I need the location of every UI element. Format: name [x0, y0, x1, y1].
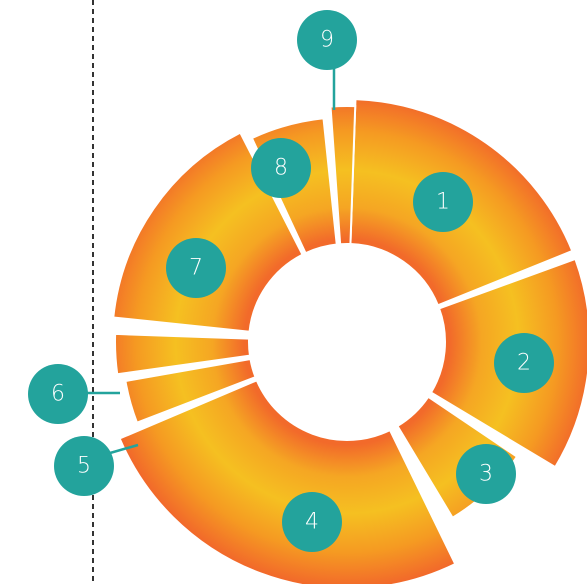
segment-badge-7: 7 [166, 238, 226, 298]
donut-segment-6 [114, 332, 252, 376]
badge-circle-6 [28, 364, 88, 424]
segment-badge-9: 9 [297, 10, 357, 70]
segment-badge-5: 5 [54, 436, 114, 496]
badge-circle-1 [413, 172, 473, 232]
badge-circle-3 [456, 444, 516, 504]
badge-circle-7 [166, 238, 226, 298]
badge-circle-5 [54, 436, 114, 496]
segment-badge-8: 8 [251, 138, 311, 198]
badge-label-4: 4 [305, 510, 319, 535]
badge-label-3: 3 [479, 462, 493, 487]
segment-badge-1: 1 [413, 172, 473, 232]
badge-label-9: 9 [320, 28, 334, 53]
donut-segments [112, 98, 587, 584]
badge-circle-2 [494, 333, 554, 393]
donut-segment-9 [329, 105, 357, 246]
donut-segment-5 [124, 357, 257, 424]
badge-label-5: 5 [77, 454, 91, 479]
badge-label-8: 8 [274, 156, 288, 181]
leader-line-5 [109, 443, 139, 455]
badge-circle-8 [251, 138, 311, 198]
leader-lines [84, 66, 336, 455]
badge-circle-9 [297, 10, 357, 70]
badge-label-2: 2 [517, 351, 531, 376]
segment-badges: 1 2 3 4 5 6 7 8 9 [28, 10, 554, 552]
segment-badge-4: 4 [282, 492, 342, 552]
segment-badge-3: 3 [456, 444, 516, 504]
badge-label-1: 1 [436, 190, 450, 215]
segment-badge-6: 6 [28, 364, 88, 424]
badge-label-6: 6 [51, 382, 65, 407]
badge-label-7: 7 [189, 256, 203, 281]
badge-circle-4 [282, 492, 342, 552]
donut-segment-4 [118, 378, 457, 584]
segment-badge-2: 2 [494, 333, 554, 393]
